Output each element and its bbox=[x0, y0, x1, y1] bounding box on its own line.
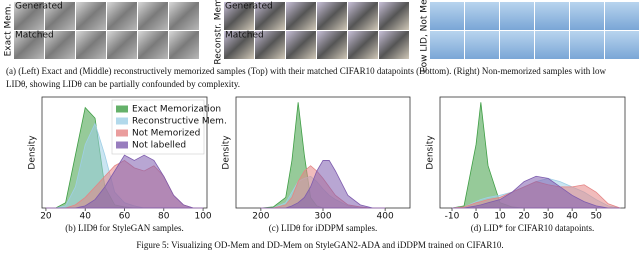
x-tick-label: 80 bbox=[158, 212, 170, 222]
thumbnail bbox=[224, 2, 254, 30]
row-label: Generated bbox=[15, 2, 63, 12]
thumbnail bbox=[45, 2, 75, 30]
caption-a-line1: (a) (Left) Exact and (Middle) reconstruc… bbox=[6, 66, 607, 76]
x-tick-label: 0 bbox=[473, 212, 479, 222]
density-area bbox=[45, 154, 204, 209]
subcaption: (b) LIDθ for StyleGAN samples. bbox=[65, 223, 184, 233]
x-tick-label: 10 bbox=[494, 212, 506, 222]
thumbnail bbox=[500, 2, 534, 30]
x-tick-label: 20 bbox=[40, 212, 52, 222]
legend-swatch bbox=[116, 129, 128, 137]
row-label: Matched bbox=[15, 31, 54, 41]
density-area bbox=[452, 175, 621, 209]
legend-swatch bbox=[116, 117, 128, 125]
thumbnail bbox=[286, 31, 316, 59]
x-tick-label: -10 bbox=[445, 212, 460, 222]
x-tick-label: 30 bbox=[542, 212, 554, 222]
thumbnail bbox=[535, 2, 569, 30]
thumbnail bbox=[169, 2, 199, 30]
legend-label: Not labelled bbox=[132, 141, 186, 151]
legend-label: Not Memorized bbox=[132, 129, 200, 139]
x-tick-label: 40 bbox=[79, 212, 91, 222]
thumbnail bbox=[430, 2, 464, 30]
density-area bbox=[260, 160, 386, 209]
thumbnail bbox=[379, 31, 409, 59]
thumbnail bbox=[107, 31, 137, 59]
thumbnail bbox=[465, 31, 499, 59]
panel-side-label: Reconstr. Mem. bbox=[214, 0, 224, 65]
x-tick-label: 40 bbox=[566, 212, 578, 222]
x-tick-label: 100 bbox=[194, 212, 211, 222]
thumbnail bbox=[465, 2, 499, 30]
row-label: Generated bbox=[225, 2, 273, 12]
thumbnail bbox=[224, 31, 254, 59]
subcaption: (c) LIDθ for iDDPM samples. bbox=[269, 223, 378, 233]
legend-label: Exact Memorization bbox=[132, 105, 221, 115]
thumbnail bbox=[605, 31, 639, 59]
thumbnail bbox=[348, 2, 378, 30]
y-axis-label: Density bbox=[222, 135, 232, 170]
thumbnail bbox=[348, 31, 378, 59]
legend-swatch bbox=[116, 105, 128, 113]
thumbnail bbox=[76, 31, 106, 59]
thumbnail bbox=[605, 2, 639, 30]
thumbnail bbox=[317, 2, 347, 30]
thumbnail bbox=[76, 2, 106, 30]
legend-swatch bbox=[116, 141, 128, 149]
thumbnail bbox=[430, 31, 464, 59]
thumbnail bbox=[286, 2, 316, 30]
subcaption: (d) LID* for CIFAR10 datapoints. bbox=[471, 223, 595, 233]
x-tick-label: 60 bbox=[119, 212, 131, 222]
panel-side-label: Exact Mem. bbox=[4, 4, 14, 57]
thumbnail bbox=[138, 31, 168, 59]
row-label: Matched bbox=[225, 31, 264, 41]
thumbnail bbox=[45, 31, 75, 59]
thumbnail bbox=[255, 2, 285, 30]
thumbnail bbox=[255, 31, 285, 59]
thumbnail bbox=[570, 31, 604, 59]
legend-label: Reconstructive Mem. bbox=[132, 117, 227, 127]
y-axis-label: Density bbox=[426, 135, 436, 170]
thumbnail bbox=[169, 31, 199, 59]
x-tick-label: 300 bbox=[314, 212, 331, 222]
caption-a-line2: LIDθ, showing LIDθ can be partially conf… bbox=[6, 79, 240, 89]
panel-side-label: Low LID, Not Mem. bbox=[420, 0, 430, 72]
thumbnail bbox=[14, 31, 44, 59]
thumbnail bbox=[535, 31, 569, 59]
thumbnail bbox=[317, 31, 347, 59]
x-tick-label: 400 bbox=[377, 212, 394, 222]
y-axis-label: Density bbox=[28, 135, 38, 170]
figure-caption: Figure 5: Visualizing OD-Mem and DD-Mem … bbox=[136, 240, 503, 250]
thumbnail bbox=[500, 31, 534, 59]
x-tick-label: 200 bbox=[252, 212, 269, 222]
thumbnail bbox=[107, 2, 137, 30]
thumbnail bbox=[14, 2, 44, 30]
thumbnail bbox=[570, 2, 604, 30]
thumbnail bbox=[138, 2, 168, 30]
x-tick-label: 20 bbox=[518, 212, 530, 222]
thumbnail bbox=[379, 2, 409, 30]
x-tick-label: 50 bbox=[590, 212, 602, 222]
